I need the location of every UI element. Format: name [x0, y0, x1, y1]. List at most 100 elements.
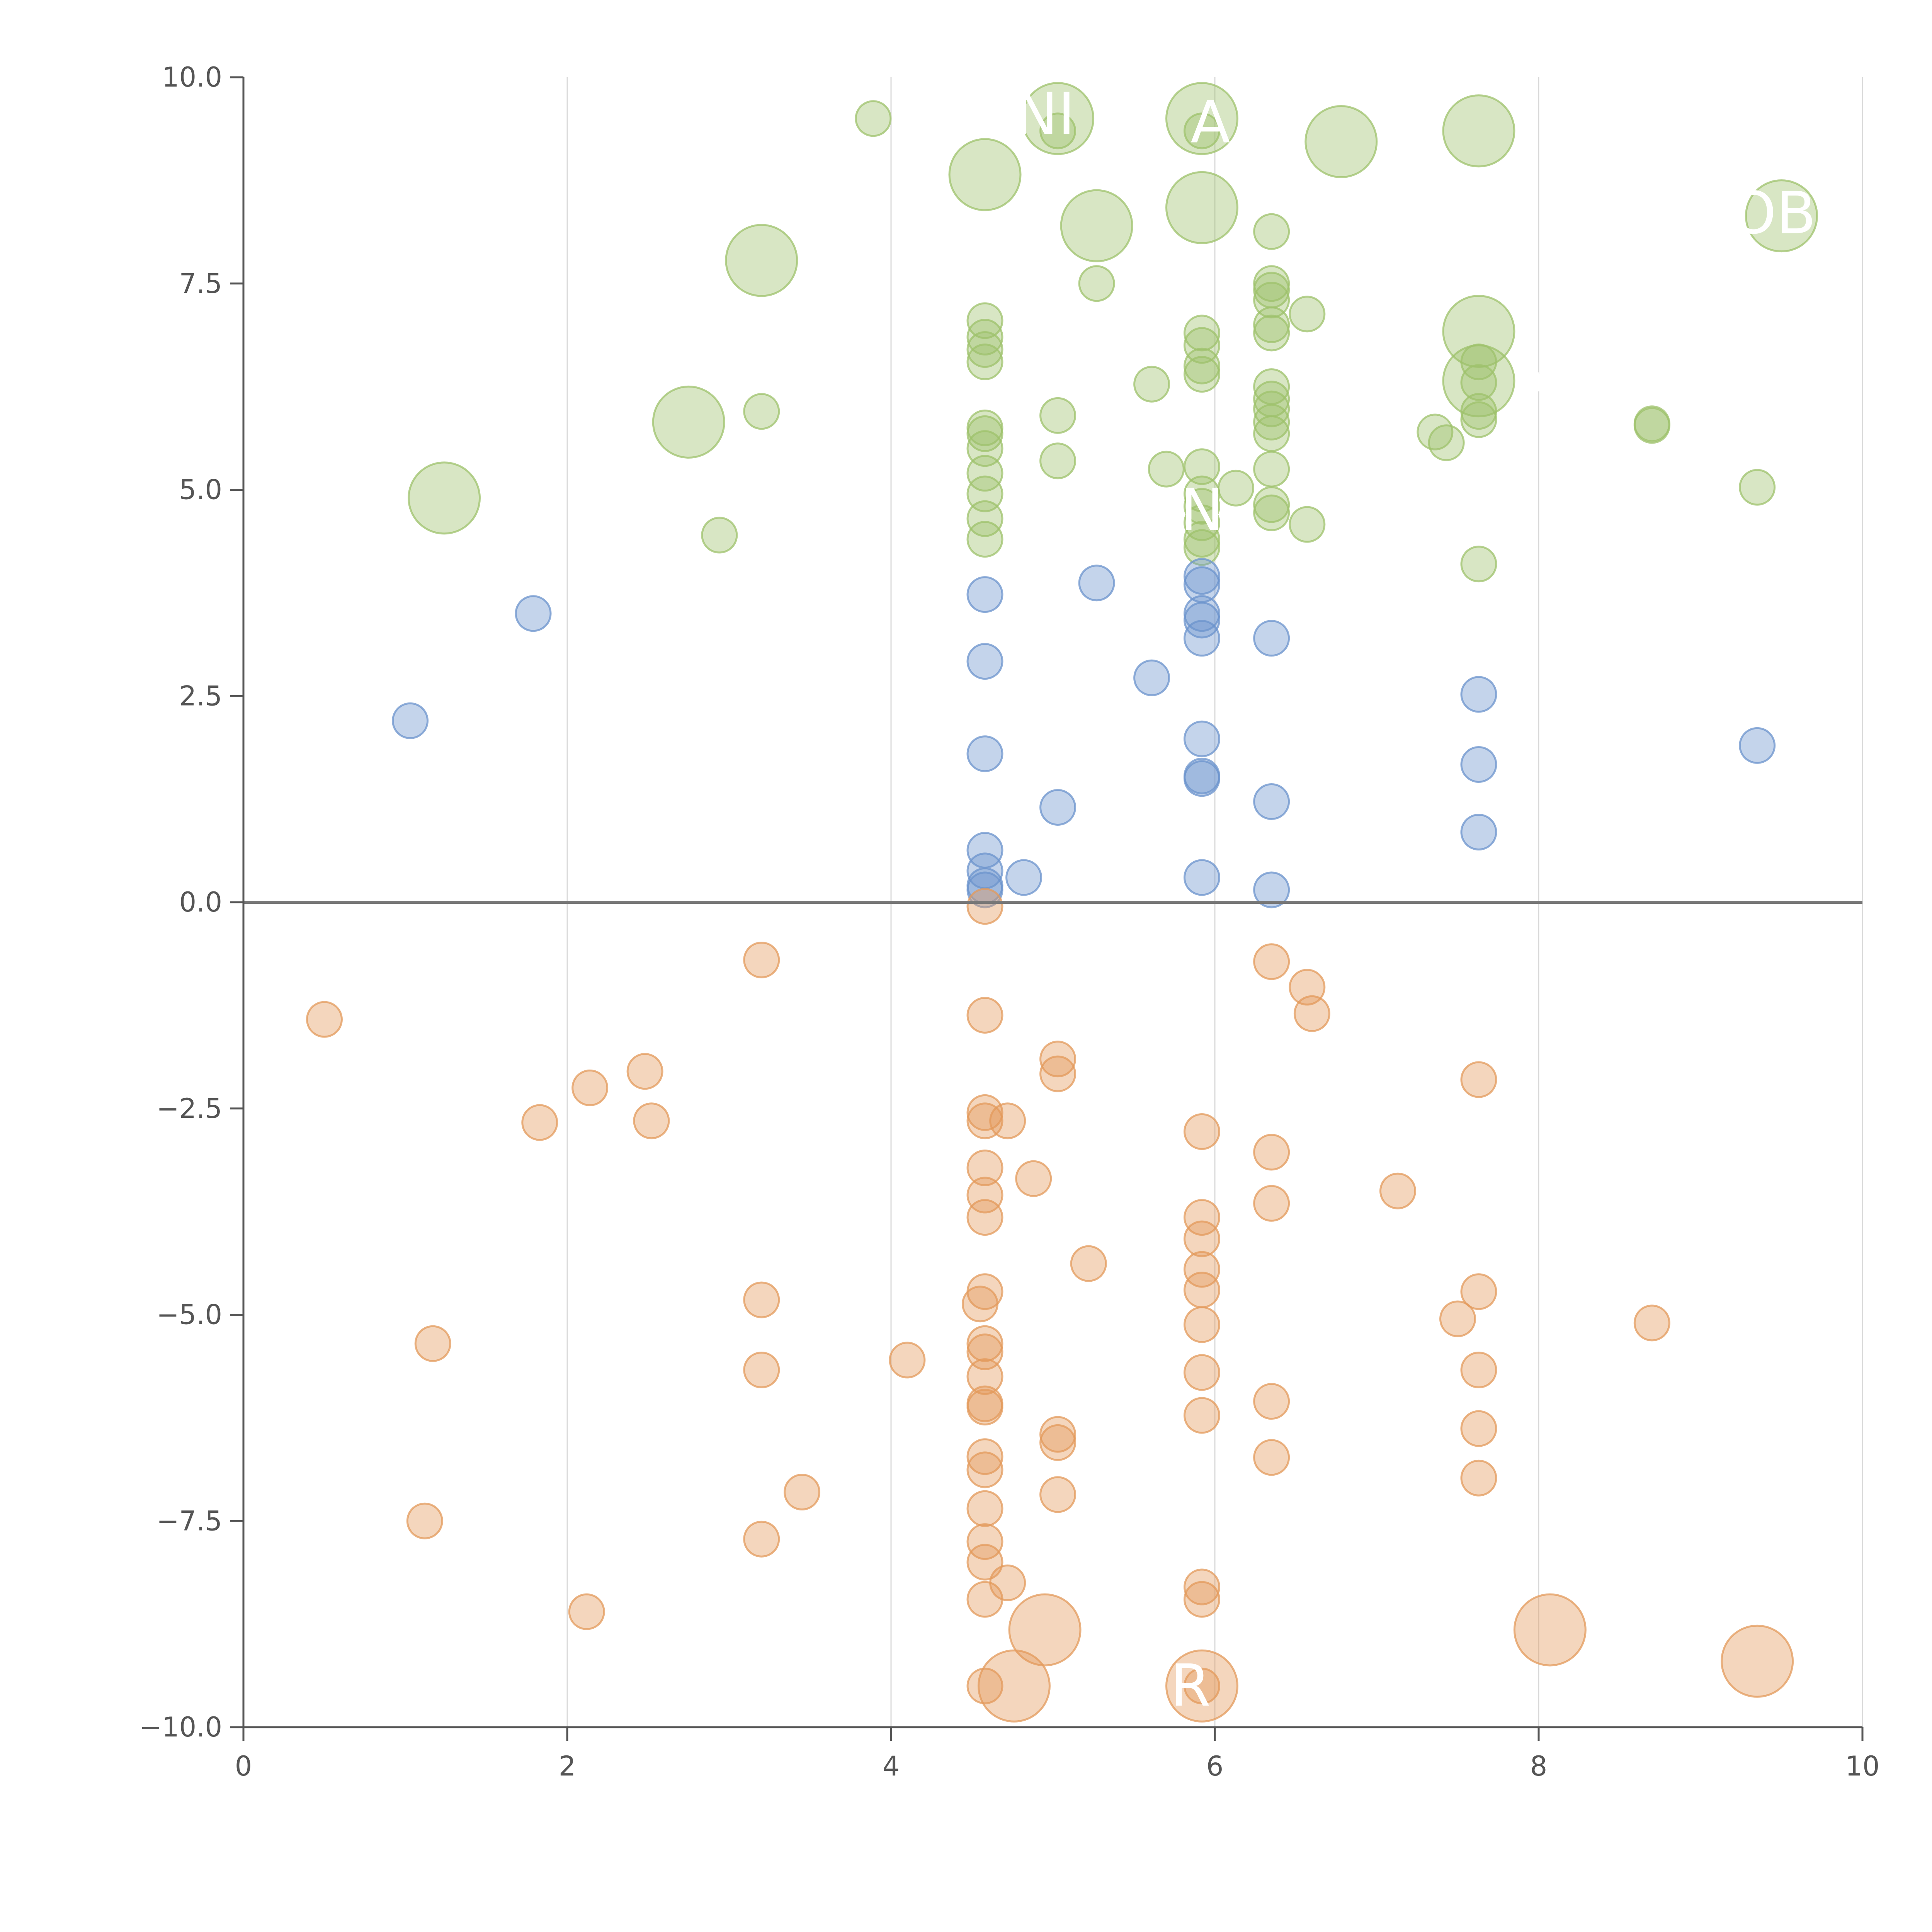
y-tick-label: 7.5	[179, 268, 222, 299]
bubble-orange	[966, 1544, 1003, 1581]
bubble-orange	[568, 1593, 605, 1630]
bubble-orange	[966, 1389, 1003, 1426]
bubble-orange	[966, 1667, 1003, 1704]
bubble-blue	[1005, 859, 1043, 896]
bubble-green	[1039, 442, 1077, 480]
bubble-green	[1148, 451, 1185, 488]
bubble-green	[1739, 469, 1776, 506]
bubble-blue	[1253, 871, 1290, 908]
bubble-green	[1289, 296, 1326, 333]
bubble-green	[1060, 189, 1133, 262]
bubble-blue	[1183, 760, 1220, 797]
bubble-orange	[414, 1325, 451, 1362]
bubble-green	[966, 344, 1003, 381]
bubble-orange	[1460, 1352, 1497, 1389]
bubble-label: NI	[1015, 81, 1075, 148]
bubble-orange	[966, 1523, 1003, 1560]
y-tick-label: −7.5	[156, 1505, 222, 1537]
bubble-orange	[966, 1581, 1003, 1618]
bubble-orange	[1039, 1424, 1077, 1461]
bubble-green	[1183, 448, 1220, 485]
bubble-orange	[1183, 1581, 1220, 1618]
bubble-green	[1253, 403, 1290, 440]
bubble-blue	[1460, 746, 1497, 783]
bubble-orange	[1039, 1476, 1077, 1513]
bubble-green	[1183, 521, 1220, 558]
bubble-orange	[784, 1474, 821, 1511]
bubble-blue	[1039, 789, 1077, 826]
y-tick-label: 5.0	[179, 474, 222, 506]
bubble-orange	[1253, 1134, 1290, 1171]
bubble-orange	[1460, 1273, 1497, 1310]
bubble-orange	[633, 1102, 670, 1139]
axes: 10.0 7.5 5.0 2.5 0.0 −2.5 −5.0 −7.5 −10.0 0 2 4 6 8 10	[139, 61, 1879, 1782]
bubble-blue	[1183, 558, 1220, 595]
bubble-green	[743, 393, 780, 430]
bubble-orange	[1253, 943, 1290, 980]
bubble-orange	[743, 1281, 780, 1318]
bubble-orange	[306, 1001, 343, 1038]
bubble-orange	[1253, 1185, 1290, 1222]
bubble-orange	[1183, 1306, 1220, 1343]
bubble-green	[1039, 112, 1077, 150]
bubble-green	[966, 455, 1003, 492]
bubble-green	[1253, 213, 1290, 250]
bubble-blue	[1460, 676, 1497, 713]
bubble-orange	[1015, 1160, 1052, 1197]
bubble-green	[1304, 105, 1378, 179]
bubble-blue	[1460, 814, 1497, 851]
bubble-orange	[1460, 1459, 1497, 1497]
bubble-orange	[966, 1177, 1003, 1214]
y-tick-label: 0.0	[179, 886, 222, 918]
bubble-orange	[961, 1286, 998, 1323]
bubble-blue	[966, 735, 1003, 772]
bubble-orange	[1379, 1172, 1416, 1209]
bubble-orange	[743, 941, 780, 978]
bubble-orange	[1183, 1354, 1220, 1391]
bubble-orange	[743, 1352, 780, 1389]
bubble-blue	[1078, 565, 1115, 602]
bubble-orange	[1183, 1568, 1220, 1605]
bubble-green	[1417, 413, 1454, 451]
y-tick-label: 2.5	[179, 680, 222, 712]
bubble-orange	[989, 1102, 1026, 1139]
bubble-green	[966, 331, 1003, 368]
bubble-labels: NI AA OB A N R	[1015, 81, 1816, 1719]
bubble-orange	[966, 1358, 1003, 1395]
bubble-orange	[1039, 1416, 1077, 1453]
bubble-layer	[306, 82, 1818, 1723]
bubble-blue	[1739, 727, 1776, 764]
bubble-green	[1460, 546, 1497, 583]
bubble-label: OB	[1731, 180, 1816, 247]
bubble-label: R	[1170, 1652, 1211, 1719]
bubble-orange	[1183, 1199, 1220, 1236]
bubble-orange	[626, 1053, 663, 1090]
bubble-orange	[977, 1649, 1051, 1723]
bubble-green	[1442, 344, 1515, 418]
bubble-green	[1078, 265, 1115, 302]
bubble-green	[1165, 82, 1238, 155]
bubble-orange	[1721, 1624, 1794, 1698]
bubble-green	[1165, 171, 1238, 244]
bubble-green	[966, 500, 1003, 537]
x-tick-label: 10	[1845, 1750, 1879, 1782]
bubble-orange	[966, 888, 1003, 925]
bubble-green	[1442, 94, 1515, 168]
bubble-label: N	[1180, 477, 1223, 544]
bubble-green	[1183, 356, 1220, 393]
bubble-orange	[1253, 1383, 1290, 1420]
bubble-green	[1289, 506, 1326, 543]
y-tick-label: −5.0	[156, 1299, 222, 1331]
bubble-orange	[1253, 1439, 1290, 1476]
bubble-green	[1633, 407, 1670, 444]
bubble-blue	[1183, 720, 1220, 757]
bubble-orange	[1293, 995, 1330, 1032]
bubble-green	[701, 517, 738, 554]
bubble-green	[408, 461, 481, 535]
bubble-green	[1253, 451, 1290, 488]
bubble-orange	[1039, 1041, 1077, 1078]
bubble-green	[1253, 306, 1290, 343]
bubble-green	[1133, 366, 1170, 403]
bubble-green	[652, 385, 725, 459]
